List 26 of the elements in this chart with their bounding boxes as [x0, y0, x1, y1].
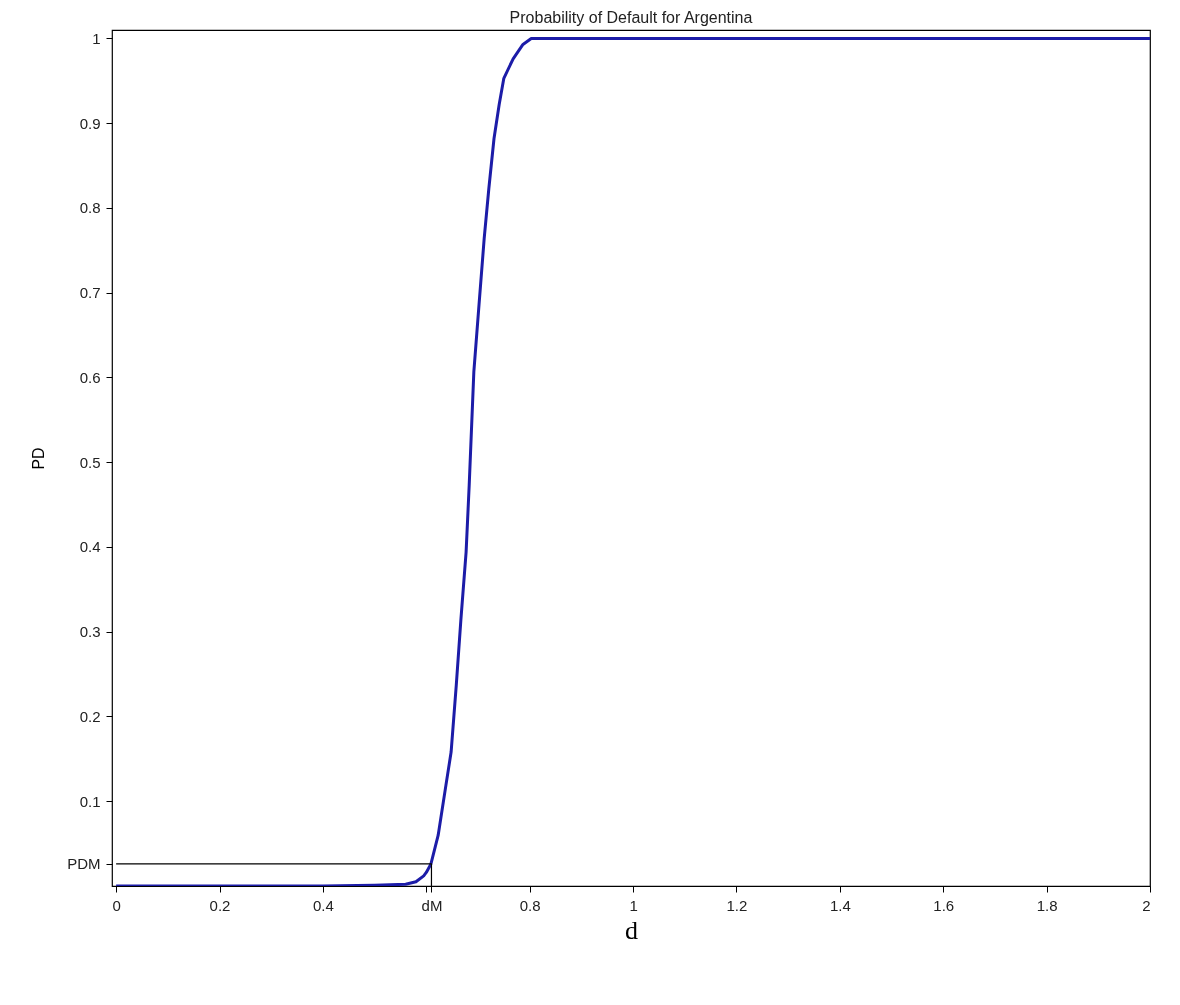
y-tick-label: 0.5: [79, 453, 101, 471]
y-tick-label: PDM: [67, 855, 101, 873]
y-tick-label: 0.9: [79, 114, 101, 132]
x-tick-label: 0: [112, 896, 121, 914]
x-tick-label: dM: [421, 896, 443, 914]
y-tick-label: 0.3: [79, 623, 101, 641]
y-tick-label: 0.4: [79, 538, 101, 556]
x-tick-label: 1: [629, 896, 638, 914]
x-tick-label: 2: [1142, 896, 1151, 914]
x-tick-label: 1.2: [726, 896, 748, 914]
x-tick-label: 1.6: [933, 896, 955, 914]
x-tick-label: 1.4: [829, 896, 851, 914]
y-axis-title: PD: [30, 447, 48, 470]
chart-title: Probability of Default for Argentina: [509, 9, 753, 26]
x-tick-label: 0.8: [519, 896, 541, 914]
x-tick-label: 1.8: [1036, 896, 1058, 914]
x-tick-label: 0.2: [209, 896, 231, 914]
line-series: [114, 36, 1150, 886]
y-tick-label: 0.8: [79, 199, 101, 217]
y-tick-label: 0.7: [79, 284, 101, 302]
y-tick-label: 0.1: [79, 792, 101, 810]
y-tick-label: 0.2: [79, 708, 101, 725]
x-axis-title: d: [625, 915, 638, 945]
y-tick-label: 0.6: [79, 368, 101, 386]
x-tick-label: 0.4: [312, 896, 334, 914]
y-tick-label: 1: [92, 29, 101, 47]
